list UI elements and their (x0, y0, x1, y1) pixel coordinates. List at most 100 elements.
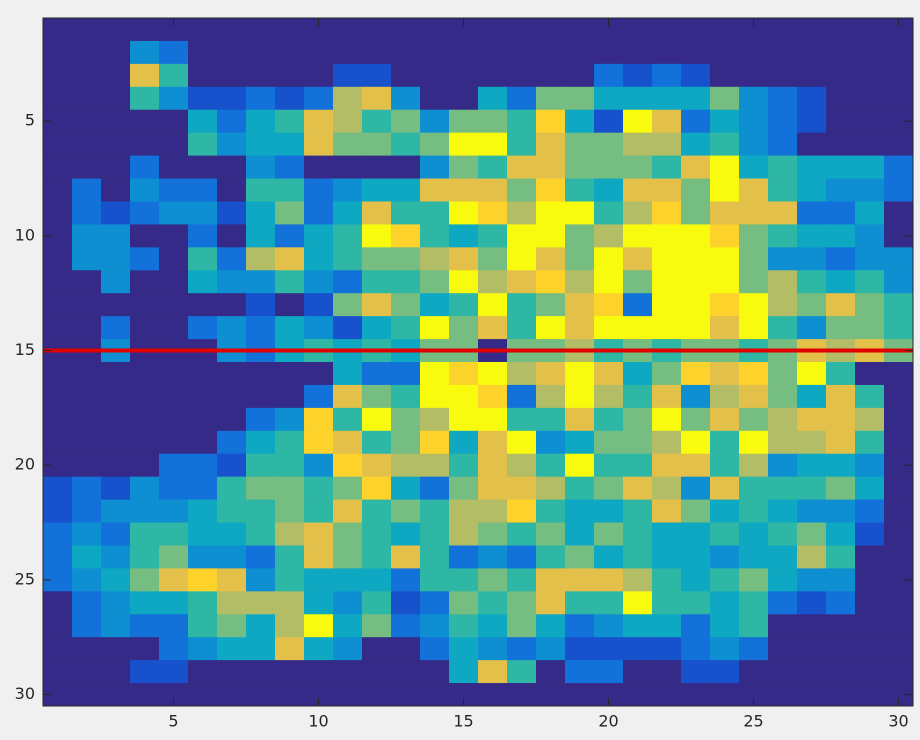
heatmap-cell (507, 499, 537, 524)
heatmap-cell (507, 224, 537, 248)
heatmap-cell (72, 109, 102, 134)
heatmap-cell (478, 683, 508, 707)
heatmap-cell (739, 86, 769, 111)
heatmap-cell (449, 568, 479, 592)
heatmap-cell (855, 545, 885, 569)
heatmap-cell (478, 40, 508, 65)
heatmap-cell (855, 499, 885, 524)
heatmap-cell (826, 247, 856, 271)
heatmap-cell (884, 568, 914, 592)
heatmap-cell (768, 407, 798, 432)
heatmap-cell (217, 224, 247, 248)
y-tick-label: 20 (15, 455, 35, 474)
heatmap-cell (652, 270, 682, 294)
heatmap-cell (449, 247, 479, 271)
heatmap-cell (188, 270, 218, 294)
heatmap-cell (652, 499, 682, 524)
heatmap-cell (159, 453, 189, 478)
heatmap-cell (333, 660, 363, 684)
heatmap-cell (478, 637, 508, 661)
heatmap-cell (246, 63, 276, 88)
heatmap-cell (478, 293, 508, 317)
heatmap-cell (362, 476, 392, 501)
heatmap-cell (391, 407, 421, 432)
heatmap-cell (507, 247, 537, 271)
heatmap-cell (710, 132, 740, 157)
heatmap-cell (594, 155, 624, 180)
heatmap-cell (652, 316, 682, 340)
heatmap-cell (362, 453, 392, 478)
heatmap-cell (72, 178, 102, 202)
heatmap-cell (855, 40, 885, 65)
heatmap-cell (304, 453, 334, 478)
heatmap-cell (362, 545, 392, 569)
heatmap-cell (797, 155, 827, 180)
heatmap-cell (623, 201, 653, 225)
heatmap-cell (797, 201, 827, 225)
heatmap-cell (884, 132, 914, 157)
heatmap-cell (304, 63, 334, 88)
heatmap-cell (43, 430, 73, 455)
heatmap-cell (768, 660, 798, 684)
heatmap-cell (304, 430, 334, 455)
heatmap-cell (130, 384, 160, 409)
heatmap-cell (449, 86, 479, 111)
heatmap-cell (217, 109, 247, 134)
heatmap-cell (391, 63, 421, 88)
heatmap-cell (536, 316, 566, 340)
heatmap-cell (159, 683, 189, 707)
heatmap-cell (826, 40, 856, 65)
heatmap-cell (275, 40, 305, 65)
heatmap-cell (594, 522, 624, 546)
heatmap-cell (159, 591, 189, 615)
heatmap-cell (275, 476, 305, 501)
heatmap-cell (246, 522, 276, 546)
heatmap-cell (884, 201, 914, 225)
heatmap-cell (72, 132, 102, 157)
heatmap-cell (652, 476, 682, 501)
heatmap-cell (333, 499, 363, 524)
heatmap-cell (652, 407, 682, 432)
heatmap-cell (797, 568, 827, 592)
heatmap-cell (275, 316, 305, 340)
heatmap-cell (681, 63, 711, 88)
x-tick-label: 15 (453, 712, 473, 731)
heatmap-cell (826, 316, 856, 340)
heatmap-cell (130, 522, 160, 546)
heatmap-cell (130, 407, 160, 432)
heatmap-cell (420, 407, 450, 432)
heatmap-cell (565, 155, 595, 180)
heatmap-cell (623, 637, 653, 661)
heatmap-cell (826, 499, 856, 524)
heatmap-cell (275, 362, 305, 386)
heatmap-cell (507, 591, 537, 615)
heatmap-cell (130, 247, 160, 271)
heatmap-cell (768, 316, 798, 340)
heatmap-cell (420, 430, 450, 455)
heatmap-cell (623, 453, 653, 478)
heatmap-cell (623, 522, 653, 546)
heatmap-cell (304, 109, 334, 134)
heatmap-cell (768, 178, 798, 202)
heatmap-cell (681, 247, 711, 271)
heatmap-cell (739, 499, 769, 524)
heatmap-cell (217, 316, 247, 340)
heatmap-cell (623, 247, 653, 271)
heatmap-cell (652, 155, 682, 180)
heatmap-cell (275, 155, 305, 180)
heatmap-cell (652, 568, 682, 592)
heatmap-cell (536, 591, 566, 615)
heatmap-cell (478, 362, 508, 386)
heatmap-cell (681, 499, 711, 524)
heatmap-cell (246, 270, 276, 294)
heatmap-cell (333, 132, 363, 157)
heatmap-cell (681, 293, 711, 317)
heatmap-cell (739, 683, 769, 707)
heatmap-cell (797, 224, 827, 248)
heatmap-cell (391, 591, 421, 615)
heatmap-cell (362, 522, 392, 546)
heatmap-cell (855, 63, 885, 88)
heatmap-cell (420, 40, 450, 65)
heatmap-cell (188, 362, 218, 386)
heatmap-cell (188, 499, 218, 524)
